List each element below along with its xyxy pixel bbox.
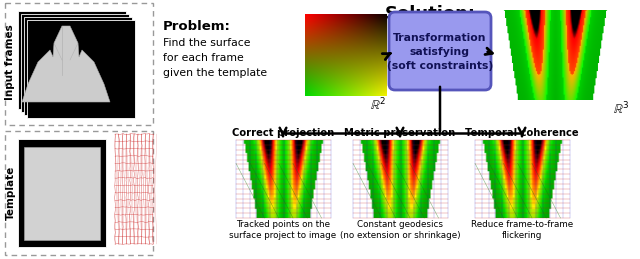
Text: Problem:: Problem: bbox=[163, 20, 231, 33]
Text: Temporal coherence: Temporal coherence bbox=[465, 128, 579, 138]
Text: $\mathbb{R}^3$: $\mathbb{R}^3$ bbox=[613, 101, 629, 118]
Bar bbox=[5, 131, 153, 255]
Bar bbox=[5, 3, 153, 125]
Polygon shape bbox=[22, 26, 110, 102]
Text: Constant geodesics
(no extension or shrinkage): Constant geodesics (no extension or shri… bbox=[340, 220, 460, 240]
FancyBboxPatch shape bbox=[389, 12, 491, 90]
Bar bbox=[27, 20, 135, 118]
Text: Correct projection: Correct projection bbox=[232, 128, 334, 138]
Bar bbox=[18, 11, 126, 109]
Text: Input frames: Input frames bbox=[6, 24, 15, 100]
Text: Solution:: Solution: bbox=[385, 5, 476, 23]
Bar bbox=[21, 14, 129, 112]
Text: Metric preservation: Metric preservation bbox=[344, 128, 456, 138]
Polygon shape bbox=[24, 147, 100, 240]
Text: $\mathbb{R}^2$: $\mathbb{R}^2$ bbox=[370, 97, 386, 114]
Text: Find the surface
for each frame
given the template: Find the surface for each frame given th… bbox=[163, 38, 267, 78]
Text: Reduce frame-to-frame
flickering: Reduce frame-to-frame flickering bbox=[471, 220, 573, 240]
Bar bbox=[18, 139, 106, 247]
Text: Transformation
satisfying
(soft constraints): Transformation satisfying (soft constrai… bbox=[387, 33, 493, 71]
Bar bbox=[24, 17, 132, 115]
Text: Template: Template bbox=[6, 166, 15, 220]
Text: Tracked points on the
surface project to image: Tracked points on the surface project to… bbox=[229, 220, 337, 240]
